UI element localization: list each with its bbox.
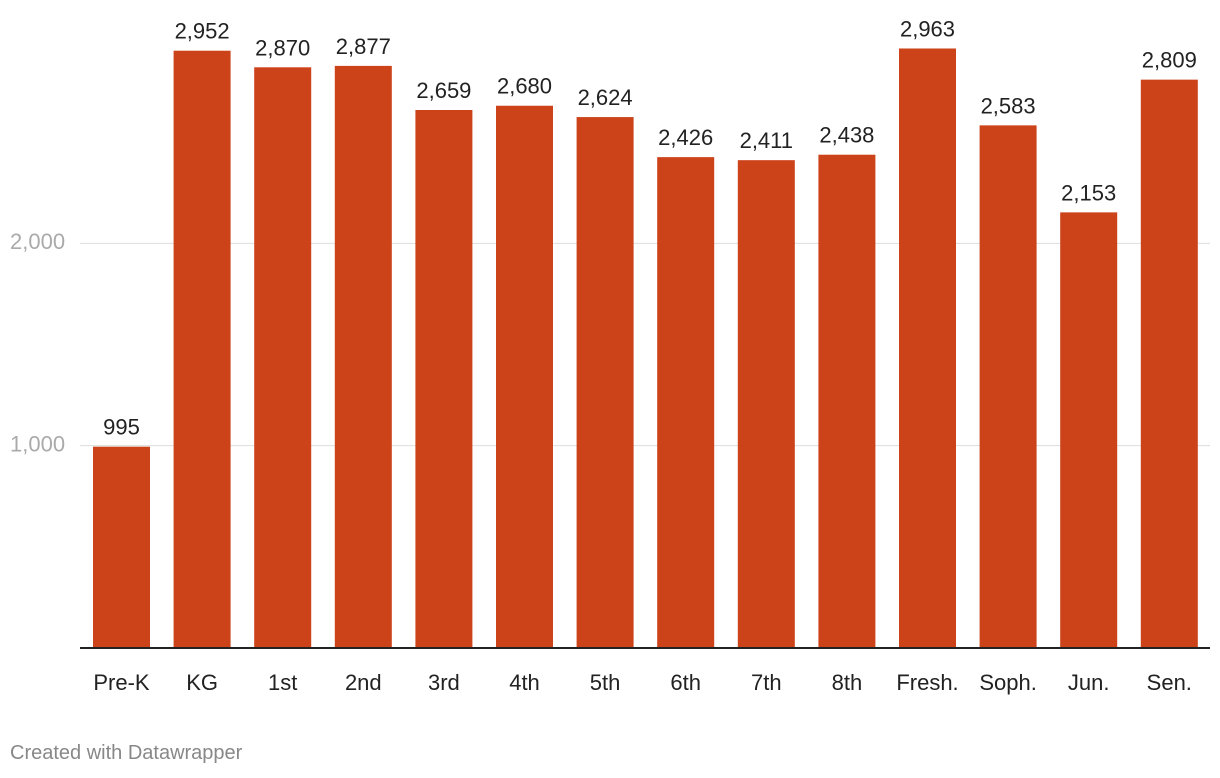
x-axis-labels: Pre-K KG 1st 2nd 3rd 4th 5th 6th 7th 8th Fresh. Sop…: [93, 670, 1192, 695]
x-tick-label: 7th: [751, 670, 782, 695]
bar: [1140, 79, 1198, 648]
x-tick-label: Pre-K: [93, 670, 150, 695]
bar: [334, 65, 392, 648]
bar: [173, 50, 231, 649]
bars: [93, 48, 1198, 649]
bar: [818, 154, 876, 648]
bar-value-label: 995: [103, 415, 140, 440]
bar: [979, 125, 1037, 649]
y-tick-label: 2,000: [10, 229, 65, 254]
bar-value-label: 2,624: [578, 85, 633, 110]
x-tick-label: 4th: [509, 670, 540, 695]
x-tick-label: Sen.: [1147, 670, 1192, 695]
bar: [899, 48, 956, 649]
x-tick-label: Jun.: [1068, 670, 1110, 695]
bar-value-label: 2,877: [336, 34, 391, 59]
x-tick-label: 8th: [832, 670, 863, 695]
bar-value-label: 2,426: [658, 125, 713, 150]
x-tick-label: 5th: [590, 670, 621, 695]
bar: [93, 446, 150, 648]
y-tick-label: 1,000: [10, 431, 65, 456]
bar: [415, 109, 473, 648]
bar-value-label: 2,438: [819, 123, 874, 148]
x-tick-label: Soph.: [979, 670, 1037, 695]
x-tick-label: KG: [186, 670, 218, 695]
data-labels: 995 2,952 2,870 2,877 2,659 2,680 2,624 2,426 2,…: [103, 16, 1197, 439]
x-tick-label: 6th: [670, 670, 701, 695]
bar: [737, 160, 795, 649]
bar: [576, 117, 634, 648]
bar-value-label: 2,870: [255, 35, 310, 60]
x-tick-label: 2nd: [345, 670, 382, 695]
bar-value-label: 2,952: [175, 19, 230, 44]
bar-value-label: 2,963: [900, 16, 955, 41]
bar-value-label: 2,809: [1142, 48, 1197, 73]
bar-value-label: 2,583: [981, 93, 1036, 118]
x-tick-label: 1st: [268, 670, 297, 695]
bar-value-label: 2,153: [1061, 180, 1116, 205]
credit-text: Created with Datawrapper: [10, 742, 243, 764]
bar: [1060, 212, 1118, 648]
x-tick-label: Fresh.: [896, 670, 958, 695]
x-tick-label: 3rd: [428, 670, 460, 695]
bar: [657, 157, 715, 648]
bar-value-label: 2,411: [740, 128, 793, 153]
bar: [496, 105, 553, 649]
bar-value-label: 2,659: [416, 78, 471, 103]
bar: [254, 67, 312, 648]
bar-value-label: 2,680: [497, 74, 552, 99]
